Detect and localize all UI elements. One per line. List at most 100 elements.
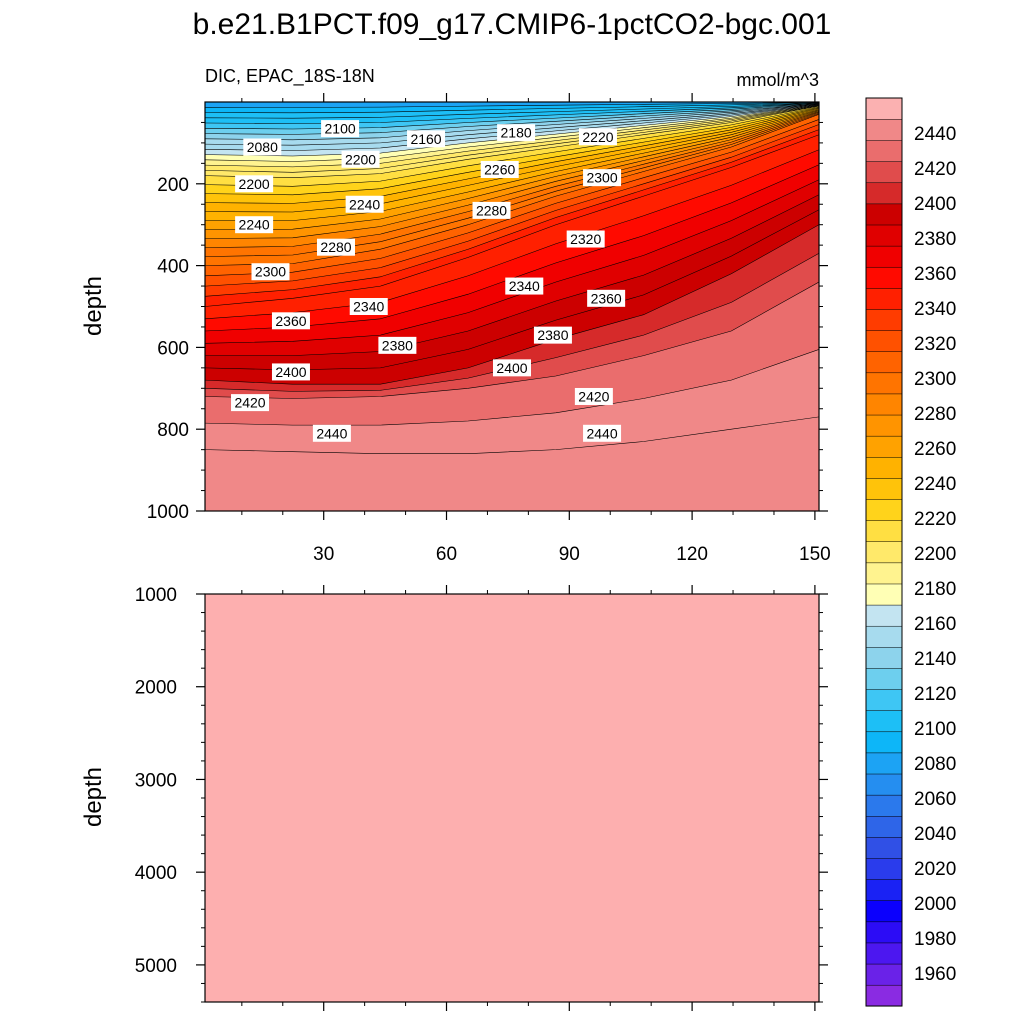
contour-label-text: 2080 — [247, 139, 278, 155]
contour-label: 2440 — [312, 424, 351, 442]
upper-contour-line — [205, 179, 819, 344]
upper-x-tick-label: 90 — [559, 544, 580, 565]
upper-contour-line — [205, 102, 819, 119]
upper-right-title: mmol/m^3 — [737, 70, 819, 90]
contour-label-box — [316, 238, 355, 256]
lower-y-axis-label: depth — [80, 767, 107, 827]
contour-label-box — [480, 160, 519, 178]
upper-contour-line — [205, 124, 819, 287]
lower-panel: 1000 2000 3000 4000 5000 depth — [80, 585, 828, 1011]
contour-label: 2400 — [493, 359, 531, 377]
contour-label: 2420 — [231, 394, 270, 412]
contour-label: 2320 — [566, 230, 605, 248]
colorbar-box — [865, 562, 903, 585]
colorbar-box — [865, 667, 903, 690]
upper-contour-line — [205, 110, 819, 230]
colorbar-tick-label: 2160 — [914, 614, 956, 635]
contour-label-text: 2240 — [239, 217, 270, 233]
upper-x-tick-label: 150 — [799, 544, 831, 565]
upper-y-tick-label: 800 — [157, 420, 189, 441]
colorbar-box — [865, 710, 903, 733]
upper-fill-band — [205, 416, 819, 511]
colorbar-tick-label: 2020 — [914, 859, 956, 880]
colorbar-box — [865, 857, 903, 880]
colorbar-box — [865, 139, 903, 162]
colorbar-box — [865, 942, 903, 965]
contour-label: 2100 — [321, 120, 360, 138]
colorbar-box — [865, 203, 903, 226]
colorbar-tick-label: 2040 — [914, 824, 956, 845]
upper-x-tick-label: 30 — [313, 544, 334, 565]
contour-label-box — [271, 312, 310, 330]
colorbar-tick-label: 2180 — [914, 579, 956, 600]
upper-contour-line — [205, 109, 819, 221]
contour-label-text: 2280 — [320, 239, 351, 255]
colorbar-tick-label: 2100 — [914, 719, 956, 740]
colorbar-box — [865, 773, 903, 796]
lower-y-tick-label: 4000 — [135, 863, 177, 884]
contour-label: 2340 — [349, 298, 388, 315]
upper-contour-line — [205, 103, 819, 130]
colorbar-box — [865, 625, 903, 648]
colorbar-box — [865, 435, 903, 458]
contour-label: 2380 — [533, 326, 572, 344]
contour-label-text: 2300 — [255, 264, 286, 280]
upper-contour-labels: 2080 2100 2160 2180 2220 2200 2200 2260 2300 2240… — [231, 120, 626, 442]
contour-label-box — [312, 424, 351, 442]
colorbar-box — [865, 182, 903, 205]
contour-label-text: 2400 — [496, 360, 527, 376]
colorbar-box — [865, 689, 903, 711]
contour-label-box — [243, 138, 282, 156]
upper-contour-line — [205, 102, 819, 124]
colorbar-tick-label: 1980 — [914, 929, 956, 950]
contour-label-text: 2160 — [410, 131, 441, 147]
upper-contour-line — [205, 224, 819, 385]
contour-label-text: 2280 — [476, 202, 507, 218]
upper-contour-line — [205, 102, 819, 114]
colorbar-tick-label: 2280 — [914, 404, 956, 425]
colorbar-box — [865, 520, 903, 543]
contour-label: 2240 — [345, 195, 384, 213]
upper-contour-line — [205, 119, 819, 277]
contour-label-text: 2300 — [586, 170, 617, 186]
contour-label-box — [341, 150, 380, 168]
lower-axis-ticks: 1000 2000 3000 4000 5000 — [135, 585, 828, 1011]
upper-axis-ticks: 200 400 600 800 1000 30 60 90 120 150 — [147, 93, 831, 565]
colorbar-box — [865, 498, 903, 521]
contour-label: 2240 — [235, 216, 274, 234]
colorbar-box — [865, 372, 903, 395]
colorbar-box — [865, 963, 903, 986]
colorbar-tick-label: 2340 — [914, 299, 956, 320]
colorbar-box — [865, 414, 903, 437]
lower-y-tick-label: 5000 — [135, 956, 177, 977]
lower-constant-fill — [205, 594, 819, 1002]
contour-label-box — [235, 175, 274, 193]
colorbar-box — [865, 604, 903, 627]
colorbar-tick-labels: 1960 1980 2000 2020 2040 2060 2080 2100 2120 2140… — [914, 124, 956, 985]
upper-contour-line — [205, 349, 819, 426]
contour-label-box — [533, 326, 572, 344]
contour-label: 2360 — [587, 289, 626, 307]
upper-contour-line — [205, 416, 819, 454]
colorbar-boxes — [865, 97, 903, 1007]
contour-label: 2340 — [505, 277, 544, 295]
colorbar-frame — [865, 97, 903, 1007]
colorbar-tick-label: 2400 — [914, 194, 956, 215]
upper-contour-line — [205, 105, 819, 168]
contour-label: 2200 — [341, 150, 380, 168]
upper-y-axis-label: depth — [80, 276, 107, 336]
contour-label-box — [566, 230, 605, 248]
colorbar-box — [865, 245, 903, 268]
contour-label-box — [407, 130, 446, 148]
colorbar-box — [865, 477, 903, 500]
contour-label-text: 2340 — [509, 278, 540, 294]
contour-label-text: 2200 — [345, 151, 376, 167]
colorbar-tick-label: 2060 — [914, 789, 956, 810]
upper-contour-line — [205, 103, 819, 135]
contour-label-box — [251, 263, 290, 281]
upper-x-tick-label: 120 — [676, 544, 708, 565]
upper-contour-line — [205, 106, 819, 187]
contour-label: 2280 — [472, 201, 511, 219]
colorbar-tick-label: 2240 — [914, 474, 956, 495]
contour-label-text: 2220 — [582, 129, 613, 145]
